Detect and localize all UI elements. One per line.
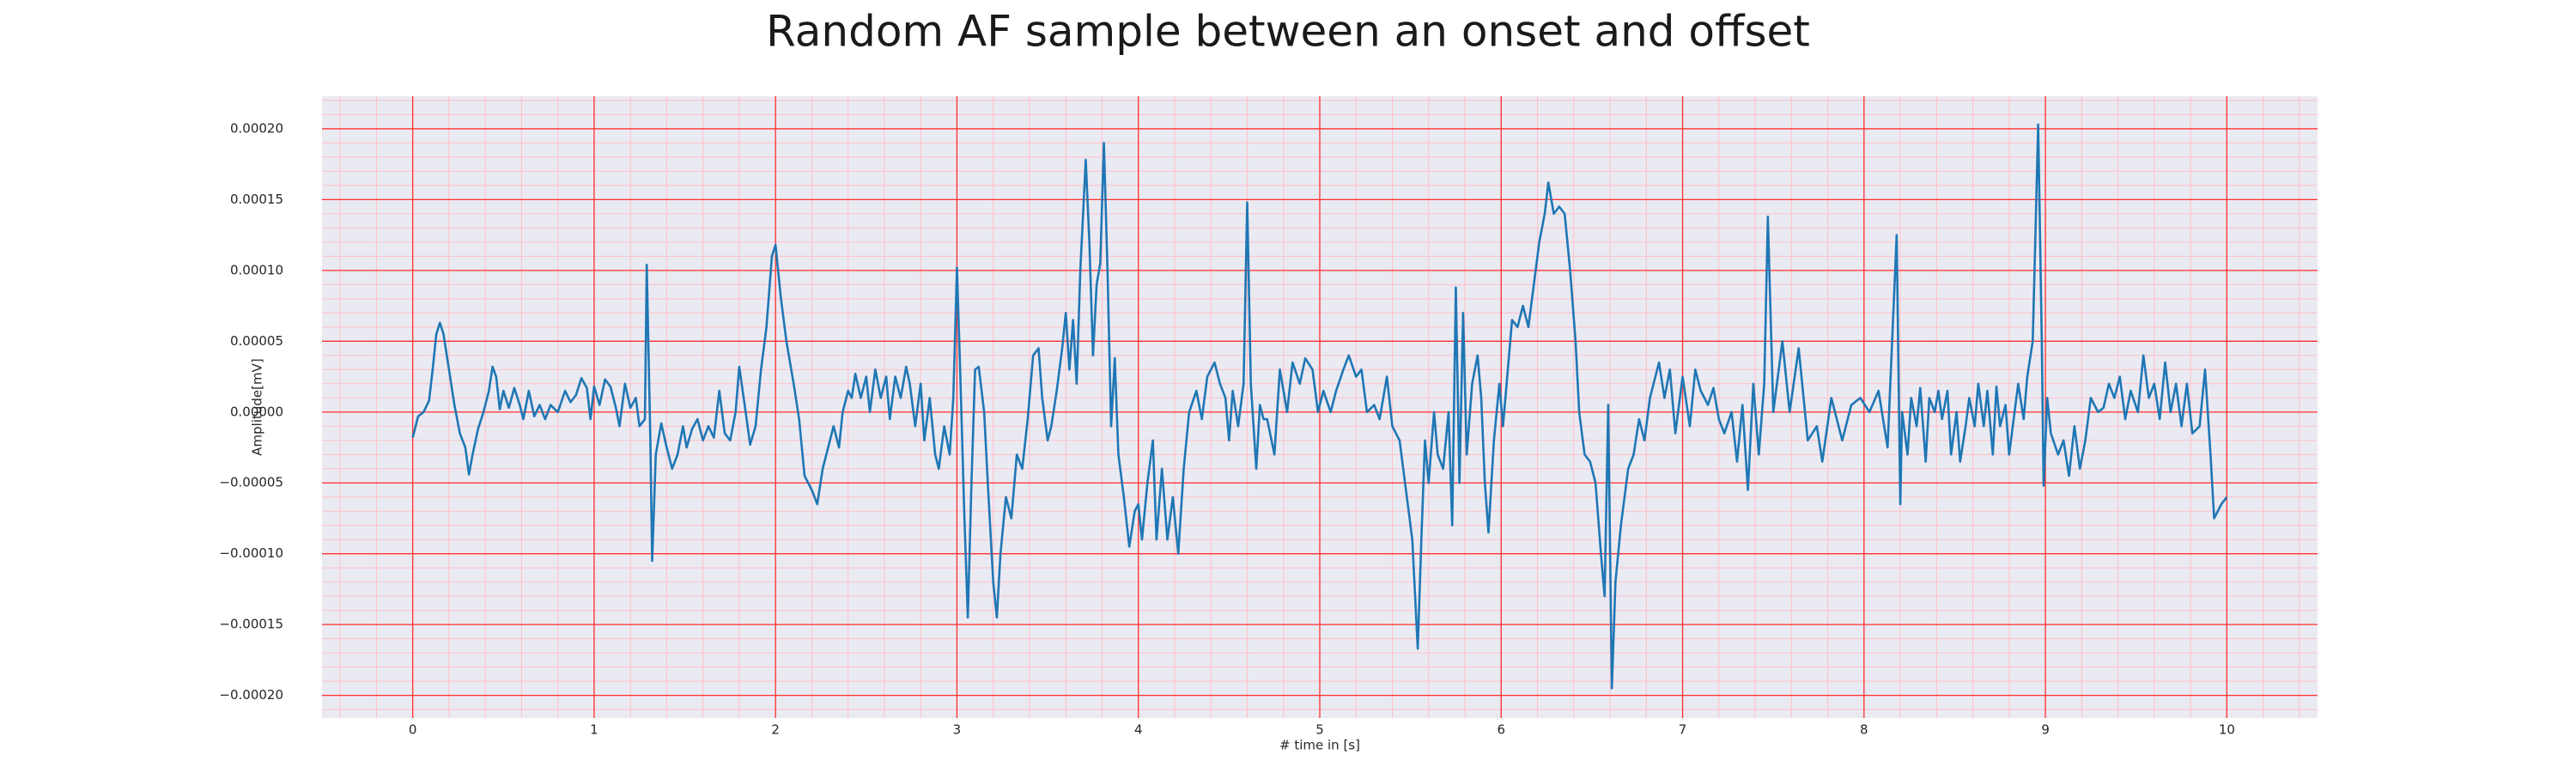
y-tick-label: 0.00005 [230, 333, 283, 349]
x-tick-label: 10 [2219, 722, 2235, 738]
x-tick-label: 3 [953, 722, 962, 738]
y-tick-label: 0.00015 [230, 192, 283, 207]
x-tick-label: 5 [1315, 722, 1324, 738]
x-tick-label: 7 [1679, 722, 1687, 738]
y-tick-label: −0.00020 [219, 687, 283, 703]
x-tick-label: 9 [2041, 722, 2050, 738]
x-tick-label: 4 [1134, 722, 1143, 738]
x-axis-label: # time in [s] [1279, 738, 1360, 753]
y-tick-label: −0.00005 [219, 475, 283, 490]
chart-title: Random AF sample between an onset and of… [766, 7, 1810, 57]
signal-line [411, 123, 2228, 690]
x-tick-label: 8 [1860, 722, 1868, 738]
y-axis-label: Amplitude[mV] [250, 358, 265, 455]
x-tick-label: 2 [771, 722, 780, 738]
y-tick-label: 0.00000 [230, 404, 283, 419]
x-tick-label: 1 [590, 722, 598, 738]
x-tick-label: 0 [409, 722, 417, 738]
y-tick-label: 0.00020 [230, 120, 283, 136]
y-tick-label: −0.00015 [219, 617, 283, 632]
y-tick-label: −0.00010 [219, 545, 283, 561]
y-tick-label: 0.00010 [230, 262, 283, 277]
x-tick-label: 6 [1497, 722, 1505, 738]
